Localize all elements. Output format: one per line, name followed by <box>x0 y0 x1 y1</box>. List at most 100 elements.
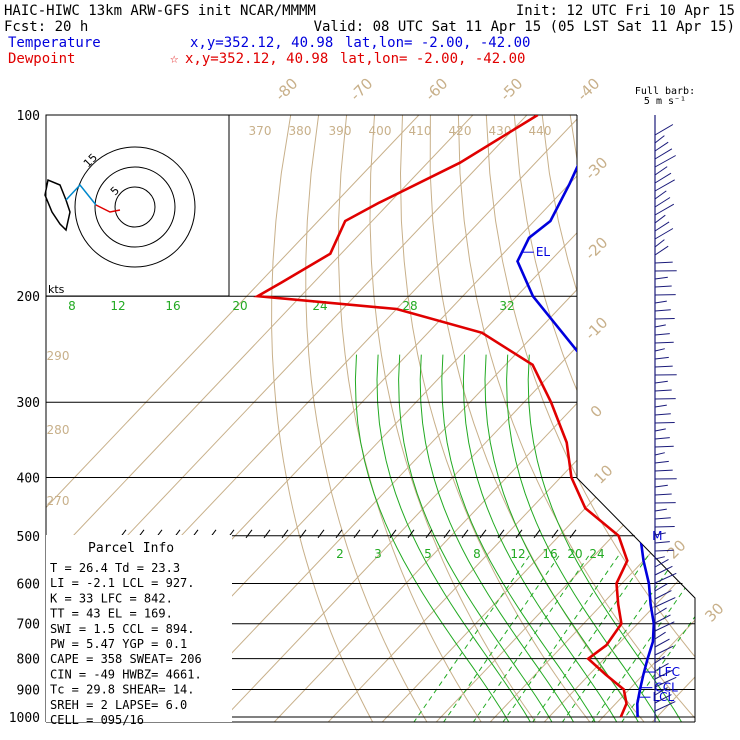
wind-barb <box>654 508 667 512</box>
wind-barb <box>654 261 673 264</box>
wind-barb <box>654 549 674 552</box>
wind-barb <box>654 380 668 384</box>
isotherm-line <box>46 115 474 722</box>
wind-barb <box>654 190 667 200</box>
dry-adiabat-line <box>681 115 695 722</box>
isotherm-label: 20 <box>663 536 689 562</box>
dry-adiabat-line <box>625 115 695 722</box>
parcel-info-row: SWI = 1.5 CCL = 894. <box>50 622 195 636</box>
mixing-ratio-line <box>441 555 560 722</box>
moist-adiabat-line <box>354 354 514 722</box>
wind-barb <box>654 318 675 320</box>
freezing-level-tick <box>317 529 325 539</box>
wind-barb <box>654 214 666 224</box>
moist-adiabat-line <box>398 354 557 722</box>
hodograph-trace-surface <box>95 204 121 213</box>
pressure-tick-label: 100 <box>17 109 40 124</box>
wind-barb <box>654 389 672 392</box>
wind-barb <box>654 437 670 440</box>
theta-side-label: 270 <box>47 494 70 508</box>
theta-label: 380 <box>289 124 312 138</box>
freezing-level-tick <box>497 529 505 539</box>
mixing-ratio-lower-label: 24 <box>589 547 604 561</box>
wind-barb <box>654 565 673 576</box>
mixing-ratio-upper-label: 16 <box>165 299 180 313</box>
mixing-ratio-lower-label: 12 <box>510 547 525 561</box>
wind-barb <box>654 701 676 712</box>
freezing-level-tick <box>371 529 379 539</box>
freezing-level-tick <box>461 529 469 539</box>
wind-barb <box>654 541 670 544</box>
hodograph-units: kts <box>48 283 65 296</box>
wind-barb <box>654 597 676 608</box>
hodograph-trace <box>44 178 71 232</box>
isotherm-label: 30 <box>701 599 727 625</box>
wind-barb <box>654 556 665 560</box>
forecast-hour: Fcst: 20 h <box>4 19 88 35</box>
mixing-ratio-line <box>530 555 649 722</box>
wind-barb <box>654 239 665 248</box>
wind-barb <box>654 148 673 160</box>
wind-barb <box>654 614 671 624</box>
parcel-info-row: K = 33 LFC = 842. <box>50 591 173 605</box>
wind-barb <box>654 333 670 336</box>
wind-barb <box>654 687 668 696</box>
temperature-location: x,y=352.12, 40.98 <box>190 35 333 51</box>
moist-adiabat-line <box>419 354 579 722</box>
theta-label: 400 <box>369 124 392 138</box>
isotherm-line <box>212 115 695 722</box>
init-time: Init: 12 UTC Fri 10 Apr 15 <box>516 3 735 19</box>
wind-barb <box>654 669 673 680</box>
freezing-level-tick <box>299 529 307 539</box>
freezing-level-tick <box>479 529 487 539</box>
wind-barb <box>654 285 672 288</box>
freezing-level-tick <box>281 529 289 539</box>
wind-barb <box>654 172 672 184</box>
isotherm-line <box>644 115 695 722</box>
wind-barb <box>654 221 670 232</box>
isotherm-line <box>699 115 740 730</box>
pressure-tick-label: 1000 <box>9 711 40 726</box>
parcel-info-row: SREH = 2 LAPSE= 6.0 <box>50 698 187 712</box>
wind-barb <box>654 276 668 280</box>
isotherm-label: -30 <box>581 153 611 183</box>
dewpoint-location: x,y=352.12, 40.98 <box>185 51 328 67</box>
dry-adiabat-line <box>305 115 433 722</box>
theta-label: 370 <box>249 124 272 138</box>
hodograph-ring <box>94 166 176 248</box>
isotherm-line <box>428 115 695 722</box>
moist-adiabat-line <box>484 354 644 722</box>
pressure-tick-label: 500 <box>17 530 40 545</box>
dewpoint-latlon: lat,lon= -2.00, -42.00 <box>340 51 525 67</box>
dry-adiabat-line <box>369 115 542 722</box>
wind-barb <box>654 348 665 352</box>
wind-barb <box>654 413 671 416</box>
wind-barb <box>654 197 671 208</box>
mixing-ratio-lower-label: 20 <box>567 547 582 561</box>
isotherm-label: -40 <box>573 74 603 104</box>
moist-adiabat-line <box>462 354 622 722</box>
freezing-level-tick <box>335 529 343 539</box>
mixing-ratio-lower-label: 5 <box>424 547 432 561</box>
barb-legend-1: Full barb: <box>635 86 695 97</box>
dry-adiabat-line <box>338 115 487 722</box>
wind-barb <box>654 655 665 664</box>
wind-barb <box>654 422 675 424</box>
isotherm-label: -80 <box>271 74 301 104</box>
mixing-ratio-line <box>471 555 590 722</box>
freezing-level-tick <box>245 529 253 539</box>
freezing-level-tick <box>551 529 559 539</box>
moist-adiabat-line <box>506 354 665 722</box>
pressure-tick-label: 900 <box>17 683 40 698</box>
wind-barb <box>654 203 675 216</box>
moist-adiabat-line <box>441 354 600 722</box>
hodograph-box <box>45 114 230 297</box>
mixing-ratio-lower-label: 3 <box>374 547 382 561</box>
wind-barb <box>654 676 677 688</box>
mixing-ratio-upper-label: 28 <box>402 299 417 313</box>
hodograph-trace-lower <box>65 183 97 206</box>
dry-adiabat-line <box>710 115 740 730</box>
mixing-ratio-upper-label: 32 <box>499 299 514 313</box>
moist-adiabat-line <box>527 354 687 722</box>
dry-adiabat-line <box>541 115 695 722</box>
